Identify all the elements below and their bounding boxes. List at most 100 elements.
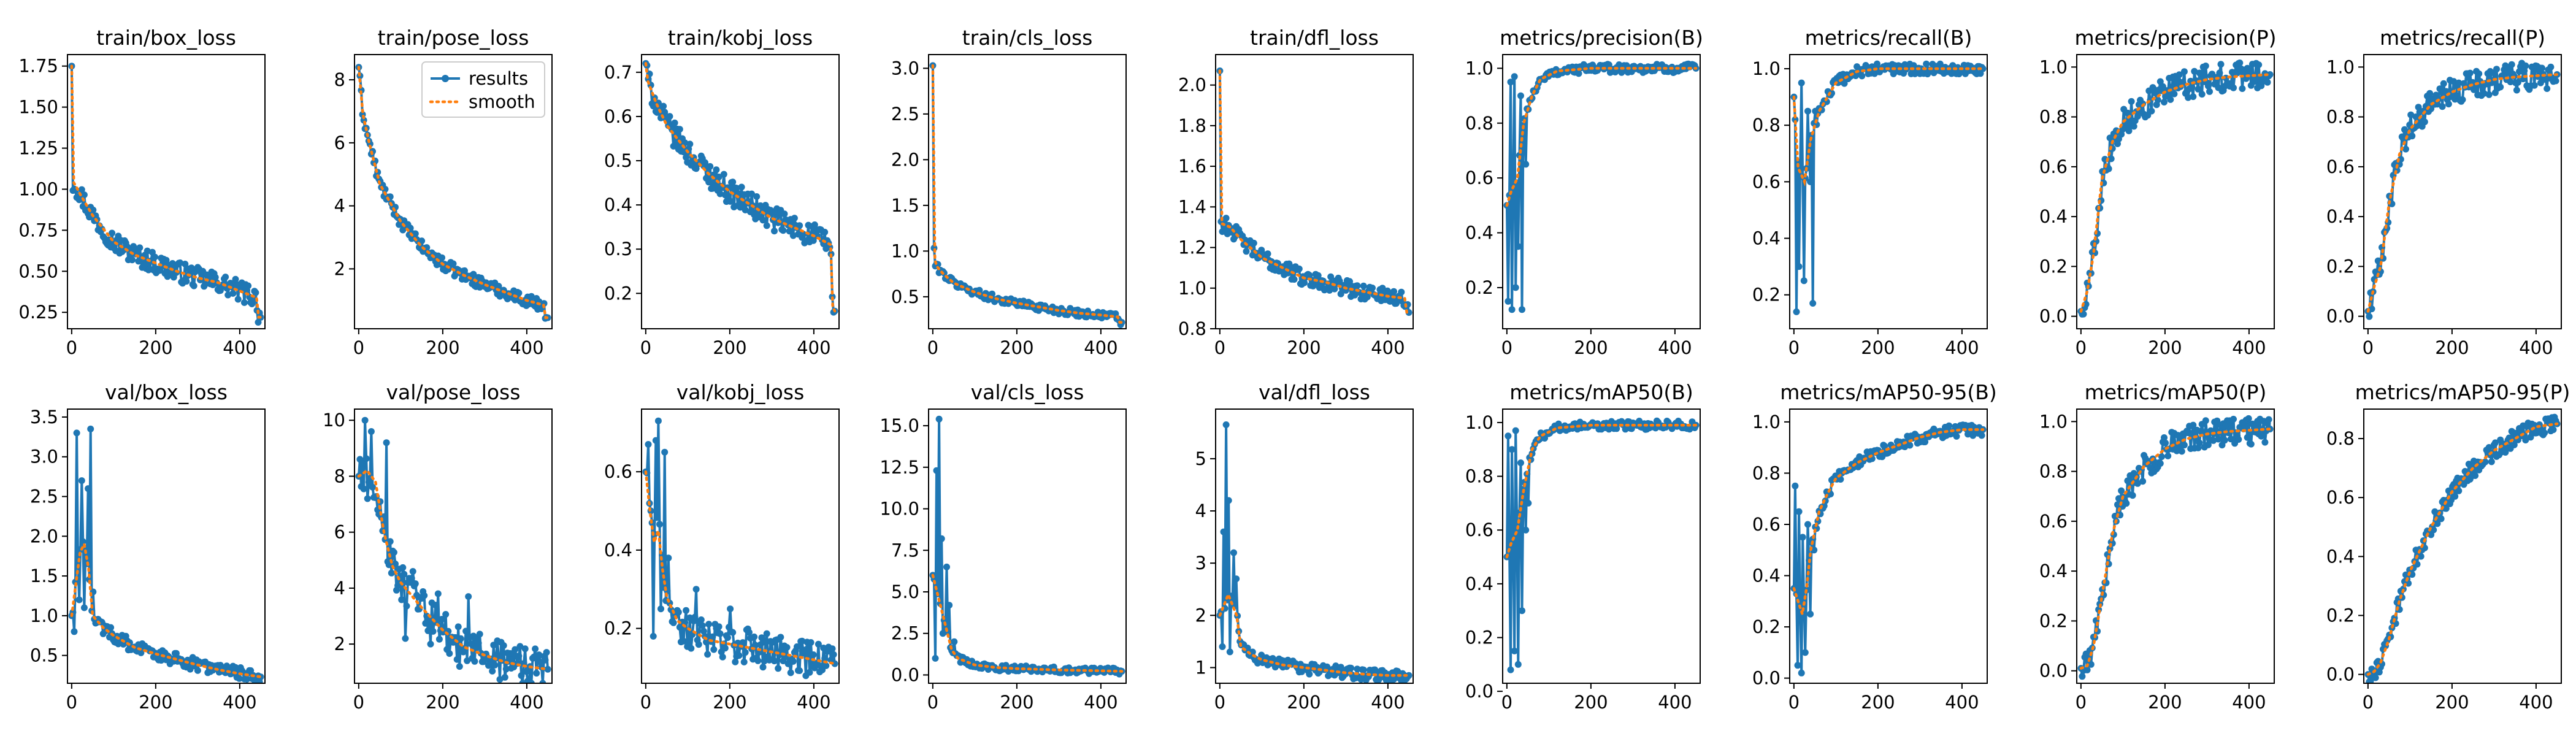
- x-tick-label: 200: [1287, 337, 1321, 358]
- x-tick-label: 0: [66, 337, 77, 358]
- y-tick-label: 0.8: [1465, 113, 1493, 134]
- results-point: [815, 640, 822, 648]
- results-point: [1809, 300, 1817, 307]
- axes-frame: [2363, 408, 2562, 684]
- results-point: [771, 657, 778, 665]
- subplot-val-cls-loss: val/cls_loss 0 200 400 0.0 2.5 5.0 7.5 10.0 12.5 1…: [880, 380, 1127, 713]
- results-point: [713, 166, 720, 174]
- results-point: [361, 416, 369, 424]
- results-point: [418, 237, 426, 245]
- results-point: [79, 538, 86, 545]
- results-point: [2547, 63, 2555, 71]
- results-point: [1541, 435, 1548, 442]
- y-tick-label: 2.0: [891, 149, 919, 170]
- results-point: [2221, 437, 2228, 444]
- y-tick-label: 1.6: [1178, 156, 1206, 177]
- results-point: [807, 639, 815, 646]
- x-tick-label: 0: [927, 337, 938, 358]
- results-point: [360, 485, 367, 493]
- results-point: [2245, 415, 2252, 422]
- subplot-title: val/kobj_loss: [677, 380, 805, 404]
- smooth-line: [70, 540, 263, 678]
- results-point: [129, 256, 136, 264]
- results-line: [71, 427, 263, 683]
- y-tick-label: 1.0: [1465, 58, 1493, 79]
- results-point: [2475, 70, 2483, 77]
- results-point: [369, 483, 376, 491]
- results-point: [729, 178, 737, 186]
- smooth-line: [357, 469, 550, 671]
- results-point: [80, 191, 88, 199]
- y-tick-label: 1.0: [2326, 56, 2355, 77]
- y-tick-label: 0.2: [2039, 610, 2068, 631]
- results-point: [367, 428, 375, 435]
- results-point: [789, 657, 797, 665]
- subplot-title: train/box_loss: [96, 26, 236, 50]
- results-point: [661, 109, 669, 116]
- y-tick-label: 1.5: [891, 195, 919, 216]
- results-point: [2265, 416, 2272, 423]
- results-point: [2195, 85, 2202, 93]
- axes-frame: [2076, 408, 2275, 684]
- results-point: [1230, 549, 1237, 556]
- results-point: [1331, 285, 1338, 293]
- axes-frame: [928, 408, 1127, 684]
- results-point: [1379, 285, 1386, 292]
- y-tick-label: 1.0: [1465, 412, 1493, 433]
- results-point: [2162, 439, 2169, 447]
- results-point: [2541, 429, 2548, 437]
- results-point: [1264, 250, 1271, 258]
- y-tick-label: 0.4: [2039, 561, 2068, 581]
- results-point: [75, 196, 83, 204]
- results-point: [1794, 158, 1801, 166]
- y-tick-label: 0.3: [604, 239, 632, 259]
- y-tick-label: 0.0: [1465, 681, 1493, 702]
- smooth-line: [644, 470, 837, 665]
- results-point: [1508, 306, 1516, 313]
- results-point: [1314, 272, 1322, 279]
- results-point: [2472, 472, 2479, 479]
- y-tick-label: 2: [1195, 605, 1206, 626]
- y-tick-label: 2.0: [1178, 75, 1206, 96]
- y-tick-label: 0.4: [1465, 573, 1493, 594]
- subplot-title: metrics/precision(P): [2074, 26, 2276, 50]
- x-tick-label: 400: [1945, 692, 1979, 713]
- results-point: [1405, 672, 1413, 679]
- results-point: [2421, 118, 2428, 126]
- results-point: [721, 645, 729, 652]
- results-point: [1793, 308, 1800, 315]
- results-point: [467, 640, 475, 648]
- results-point: [2107, 155, 2115, 163]
- results-point: [675, 608, 682, 616]
- results-point: [439, 254, 445, 261]
- results-point: [71, 628, 78, 635]
- y-tick-label: 0.50: [18, 261, 58, 282]
- results-point: [829, 645, 836, 653]
- results-point: [1792, 116, 1799, 123]
- smooth-line: [2366, 422, 2559, 676]
- legend-results-marker: [442, 75, 449, 82]
- results-point: [456, 663, 463, 670]
- plot-area: [1503, 60, 1700, 313]
- results-point: [831, 660, 838, 667]
- y-tick-label: 6: [334, 132, 345, 153]
- results-point: [245, 282, 252, 289]
- results-point: [680, 148, 687, 156]
- x-tick-label: 400: [1658, 337, 1692, 358]
- results-point: [1505, 297, 1512, 305]
- results-point: [386, 538, 394, 545]
- subplot-title: train/kobj_loss: [668, 26, 813, 50]
- x-tick-label: 400: [2232, 692, 2266, 713]
- results-point: [222, 274, 229, 281]
- x-tick-label: 200: [1287, 692, 1321, 713]
- smooth-line: [1792, 67, 1985, 187]
- results-point: [398, 596, 405, 604]
- smooth-line: [931, 573, 1124, 673]
- results-point: [943, 563, 950, 570]
- y-tick-label: 0.2: [1752, 616, 1781, 637]
- subplot-metrics-precision-p: metrics/precision(P) 0 200 400 0.0 0.2 0.4 0.6 0…: [2039, 26, 2277, 358]
- results-point: [2543, 85, 2551, 92]
- results-point: [1337, 290, 1344, 297]
- results-point: [680, 637, 687, 645]
- x-tick-label: 400: [2232, 337, 2266, 358]
